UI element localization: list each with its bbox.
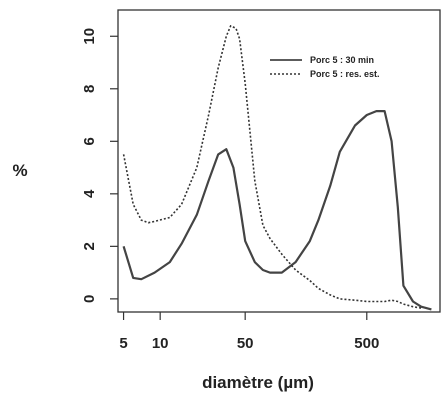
legend: Porc 5 : 30 min Porc 5 : res. est. xyxy=(270,55,380,79)
x-axis-label: diamètre (µm) xyxy=(202,373,314,392)
series-layer xyxy=(122,24,432,311)
x-tick-label: 50 xyxy=(237,335,254,352)
legend-label-1: Porc 5 : 30 min xyxy=(310,55,374,65)
y-tick-label: 6 xyxy=(81,137,98,145)
axes: 0 2 4 6 8 10 5 10 50 500 xyxy=(81,9,441,352)
y-tick-label: 4 xyxy=(81,189,98,198)
series-line-1 xyxy=(122,109,432,311)
x-tick-label: 5 xyxy=(119,335,127,352)
y-axis-label: % xyxy=(12,161,27,180)
x-tick-label: 10 xyxy=(152,335,169,352)
y-tick-label: 2 xyxy=(81,242,98,250)
legend-label-2: Porc 5 : res. est. xyxy=(310,69,380,79)
x-tick-label: 500 xyxy=(354,335,379,352)
y-tick-label: 10 xyxy=(81,28,98,45)
y-tick-label: 0 xyxy=(81,295,98,303)
series-line-2 xyxy=(122,24,422,309)
y-tick-label: 8 xyxy=(81,85,98,93)
plot-frame xyxy=(117,9,441,313)
